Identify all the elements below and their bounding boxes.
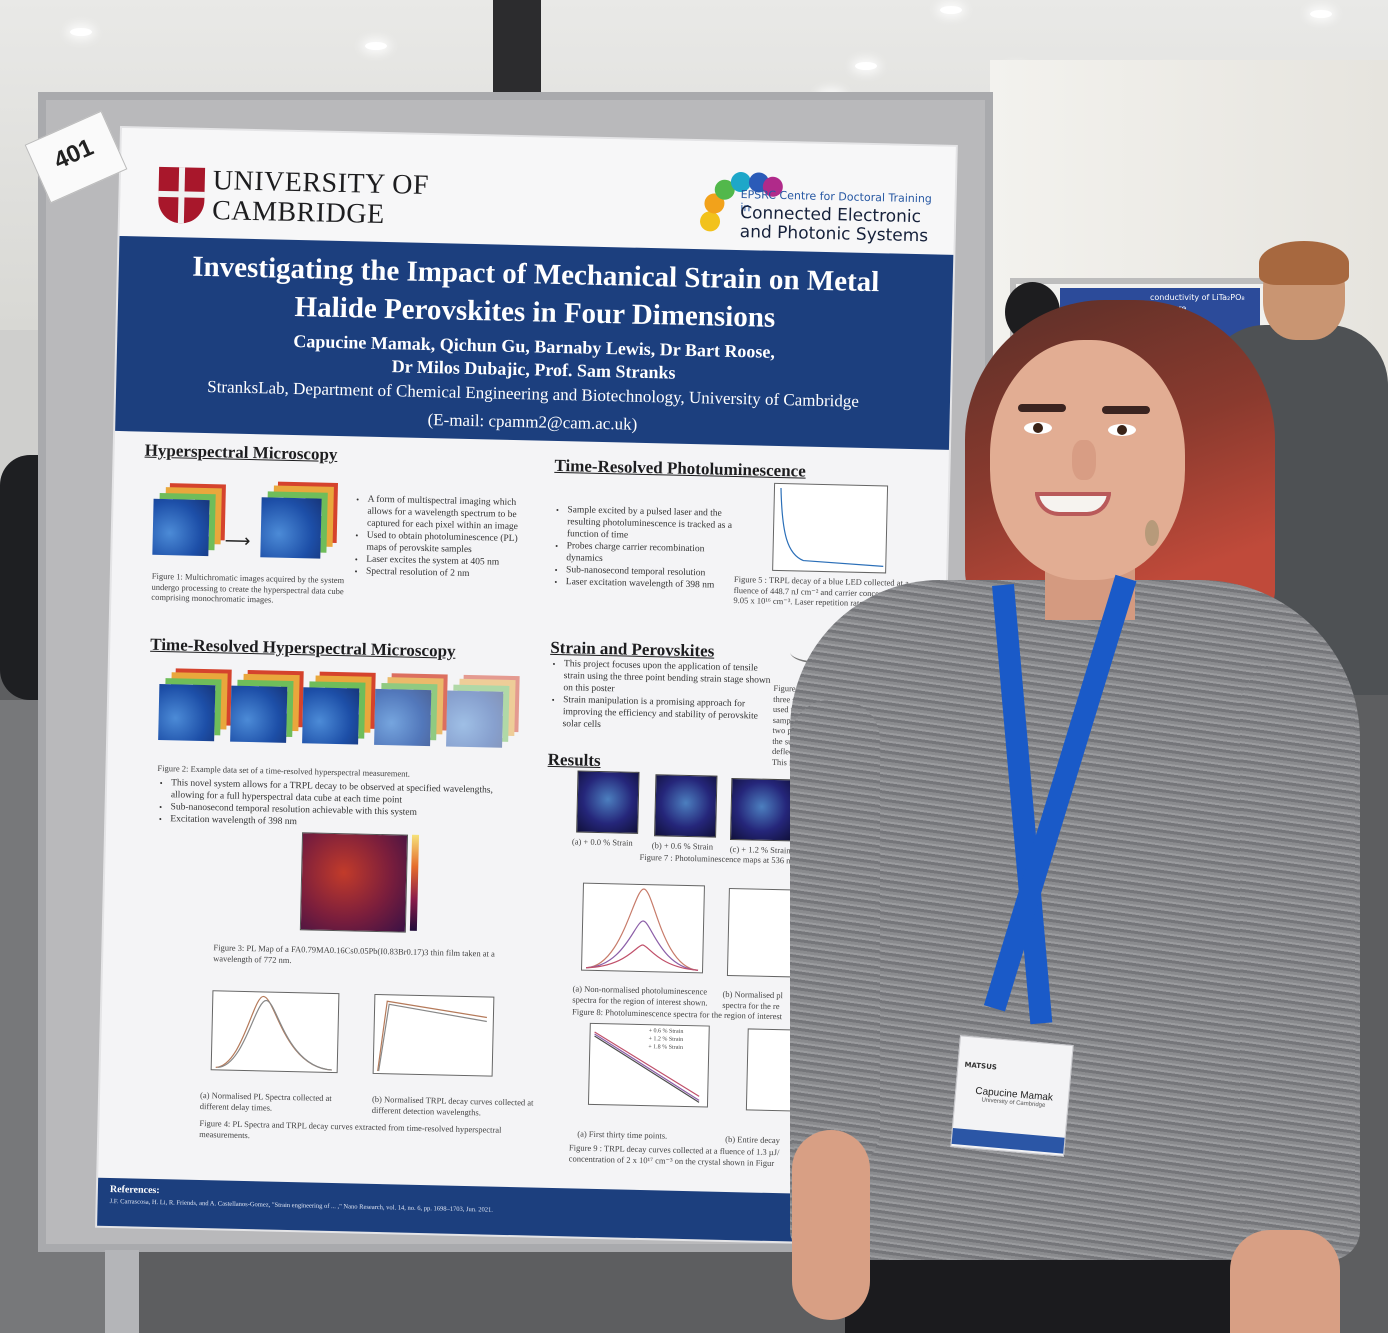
time-cube-t4	[374, 688, 432, 747]
time-cube-t5	[446, 690, 504, 748]
map-label-a: (a) + 0.0 % Strain	[571, 836, 633, 848]
badge-event-logo: MATSUS	[964, 1060, 998, 1072]
multichromatic-images	[152, 498, 210, 557]
presenter-left-arm	[790, 700, 880, 1170]
map-label-b: (b) + 0.6 % Strain	[651, 840, 714, 852]
presenter-nose	[1072, 440, 1096, 480]
tr-hyperspectral-bullets: This novel system allows for a TRPL deca…	[156, 777, 521, 833]
ceiling-light	[365, 42, 387, 50]
ceiling-light	[855, 62, 877, 70]
trpl-decay-curve	[780, 488, 884, 567]
figure9b-caption: (b) Entire decay	[725, 1133, 781, 1146]
time-cube-t1	[158, 683, 216, 742]
section-title-tr-hyperspectral: Time-Resolved Hyperspectral Microscopy	[150, 634, 456, 661]
references-title: References:	[109, 1184, 160, 1197]
figure1-caption: Figure 1: Multichromatic images acquired…	[151, 570, 345, 605]
pl-map-heatmap	[299, 832, 409, 933]
left-eyebrow	[1018, 404, 1066, 412]
poster-header: UNIVERSITY OF CAMBRIDGE EPSRC Centre for…	[119, 128, 956, 255]
time-cube-t3	[302, 687, 360, 745]
name-badge: MATSUS Capucine Mamak University of Camb…	[950, 1035, 1074, 1157]
epsrc-centre-name: Connected Electronic and Photonic System…	[739, 203, 929, 247]
ceiling-light	[1310, 10, 1332, 18]
poster-title-band: Investigating the Impact of Mechanical S…	[115, 235, 954, 450]
university-name: UNIVERSITY OF CAMBRIDGE	[211, 165, 430, 230]
presenter-left-hand	[792, 1130, 870, 1320]
left-eye	[1024, 422, 1052, 434]
pl-map-0-6-strain	[654, 774, 718, 838]
hyperspectral-bullets: A form of multispectral imaging which al…	[352, 493, 528, 581]
figure8a-caption: (a) Non-normalised photoluminescence spe…	[572, 983, 708, 1008]
figure4-caption: Figure 4: PL Spectra and TRPL decay curv…	[199, 1118, 502, 1140]
trpl-bullets: Sample excited by a pulsed laser and the…	[552, 504, 738, 592]
research-poster: UNIVERSITY OF CAMBRIDGE EPSRC Centre for…	[97, 128, 956, 1245]
figure9-legend: + 0.6 % Strain + 1.2 % Strain + 1.8 % St…	[648, 1028, 684, 1051]
pl-spectra-strain-curves	[586, 888, 699, 971]
section-title-results: Results	[547, 749, 601, 771]
board-stand	[105, 1250, 139, 1333]
section-title-hyperspectral: Hyperspectral Microscopy	[144, 440, 338, 464]
pl-map-0-strain	[576, 770, 640, 834]
cambridge-shield-logo	[157, 166, 206, 224]
ceiling-light	[70, 28, 92, 36]
poster-title: Investigating the Impact of Mechanical S…	[191, 250, 880, 334]
right-eye	[1108, 424, 1136, 436]
pl-spectra-plot	[210, 990, 340, 1074]
presenter-smile	[1035, 492, 1111, 516]
earring	[1145, 520, 1159, 546]
pl-spectra-curves	[215, 995, 332, 1071]
pl-map-colorbar	[409, 834, 420, 931]
time-cube-t2	[230, 685, 288, 743]
arrow-icon: ⟶	[224, 530, 251, 553]
figure4a-caption: (a) Normalised PL Spectra collected at d…	[199, 1090, 332, 1113]
hyperspectral-cube	[260, 497, 322, 559]
figure9-caption: Figure 9 : TRPL decay curves collected a…	[568, 1142, 780, 1168]
presenter-right-arm	[1240, 660, 1355, 1250]
trpl-strain-plot: + 0.6 % Strain + 1.2 % Strain + 1.8 % St…	[587, 1022, 710, 1108]
trpl-strain-curves	[594, 1031, 700, 1103]
figure4b-caption: (b) Normalised TRPL decay curves collect…	[371, 1093, 534, 1117]
presenter-right-hand	[1230, 1230, 1340, 1333]
trpl-decay-plot	[772, 482, 889, 574]
trpl-curves	[377, 1000, 488, 1072]
pillar	[493, 0, 541, 110]
trpl-curves-plot	[372, 993, 495, 1077]
trpl-entire-decay-plot	[745, 1028, 796, 1112]
figure3-caption: Figure 3: PL Map of a FA0.79MA0.16Cs0.05…	[213, 942, 495, 965]
ceiling-light	[940, 6, 962, 14]
figure8b-caption: (b) Normalised pl spectra for the re	[722, 988, 784, 1011]
pl-spectra-strain-plot	[581, 882, 705, 974]
badge-name: Capucine Mamak University of Cambridge	[974, 1085, 1054, 1109]
poster-number: 401	[49, 133, 98, 175]
figure9a-caption: (a) First thirty time points.	[577, 1128, 668, 1141]
strain-bullets: This project focuses upon the applicatio…	[548, 658, 774, 735]
pl-map-1-2-strain	[730, 777, 794, 842]
section-title-trpl: Time-Resolved Photoluminescence	[554, 455, 806, 481]
right-eyebrow	[1102, 406, 1150, 414]
